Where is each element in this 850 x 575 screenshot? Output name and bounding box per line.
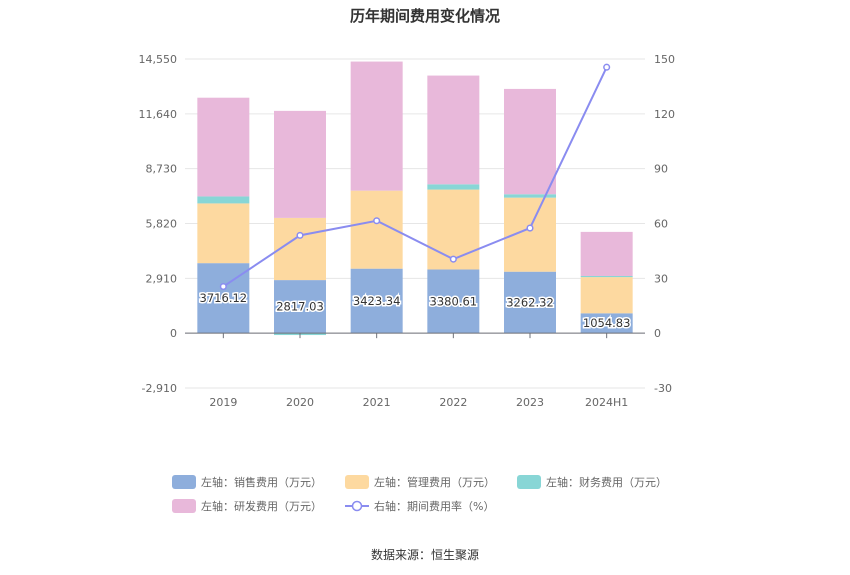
bar-segment [350, 268, 403, 334]
left-tick-label: 14,550 [139, 53, 178, 66]
bar-segment [580, 275, 633, 278]
left-tick-label: 11,640 [139, 108, 178, 121]
legend-swatch [172, 499, 196, 513]
legend-item[interactable]: 左轴：管理费用（万元） [345, 475, 495, 489]
left-tick-label: 2,910 [146, 272, 178, 285]
bar-segment [197, 196, 250, 204]
x-tick-label: 2021 [363, 396, 391, 409]
bar-segment [274, 217, 326, 281]
rate-point [219, 283, 227, 291]
x-tick-label: 2024H1 [585, 396, 628, 409]
rate-polyline [222, 66, 608, 288]
legend-label: 右轴：期间费用率（%） [374, 499, 494, 513]
bar-segment [350, 61, 403, 191]
left-tick-label: -2,910 [142, 382, 177, 395]
right-tick-label: 60 [654, 218, 668, 231]
bar-segment [580, 277, 633, 314]
data-labels: 3716.12 2817.03 3423.34 3380.61 3262.32 1054.… [198, 290, 632, 332]
legend[interactable]: 左轴：销售费用（万元） 左轴：管理费用（万元） 左轴：财务费用（万元） 左轴：研发费用… [172, 475, 667, 513]
data-source: 数据来源：恒生聚源 [371, 547, 479, 562]
right-tick-label: 120 [654, 108, 675, 121]
left-tick-label: 5,820 [146, 218, 178, 231]
bar-segment [274, 280, 326, 334]
bar-segment [504, 271, 556, 334]
legend-swatch [345, 475, 369, 489]
legend-label: 左轴：销售费用（万元） [201, 475, 322, 489]
right-tick-label: 0 [654, 327, 661, 340]
x-tick-label: 2019 [209, 396, 237, 409]
bar-segment [427, 75, 480, 185]
rate-point [526, 224, 534, 232]
left-tick-label: 0 [170, 327, 177, 340]
bar-segment [504, 88, 556, 195]
bar-segment [427, 184, 480, 190]
sales-value-label: 3716.12 [200, 291, 248, 305]
sales-value-label: 3423.34 [353, 294, 401, 308]
legend-label: 左轴：财务费用（万元） [546, 475, 667, 489]
sales-value-label: 3262.32 [506, 295, 554, 309]
left-tick-label: 8,730 [146, 163, 178, 176]
bar-segment [504, 194, 556, 198]
x-tick-label: 2023 [516, 396, 544, 409]
rate-point [296, 231, 304, 239]
bar-segment [580, 313, 633, 334]
x-tick-label: 2022 [439, 396, 467, 409]
legend-item[interactable]: 右轴：期间费用率（%） [345, 499, 494, 513]
legend-swatch [172, 475, 196, 489]
x-tick-label: 2020 [286, 396, 314, 409]
bar-segment [197, 203, 250, 264]
rate-point [449, 255, 457, 263]
sales-value-label: 3380.61 [430, 294, 478, 308]
bar-segment [274, 110, 326, 218]
axes: 14,550 11,640 8,730 5,820 2,910 0 -2,910 150 120… [139, 53, 676, 409]
bars [197, 61, 633, 336]
sales-value-label: 1054.83 [583, 316, 631, 330]
rate-point [603, 63, 611, 71]
bar-segment [427, 269, 480, 334]
grid [185, 58, 645, 389]
legend-marker [351, 500, 363, 512]
rate-point [373, 217, 381, 225]
legend-swatch [517, 475, 541, 489]
legend-label: 左轴：管理费用（万元） [374, 475, 495, 489]
right-tick-label: 30 [654, 272, 668, 285]
chart-title: 历年期间费用变化情况 [350, 7, 500, 25]
legend-label: 左轴：研发费用（万元） [201, 499, 322, 513]
legend-item[interactable]: 左轴：研发费用（万元） [172, 499, 322, 513]
legend-item[interactable]: 左轴：财务费用（万元） [517, 475, 667, 489]
right-tick-label: 150 [654, 53, 675, 66]
right-tick-label: 90 [654, 163, 668, 176]
sales-value-label: 2817.03 [276, 300, 324, 314]
right-tick-label: -30 [654, 382, 672, 395]
legend-item[interactable]: 左轴：销售费用（万元） [172, 475, 322, 489]
rate-line [219, 63, 611, 291]
bar-segment [197, 97, 250, 197]
bar-segment [580, 231, 633, 276]
